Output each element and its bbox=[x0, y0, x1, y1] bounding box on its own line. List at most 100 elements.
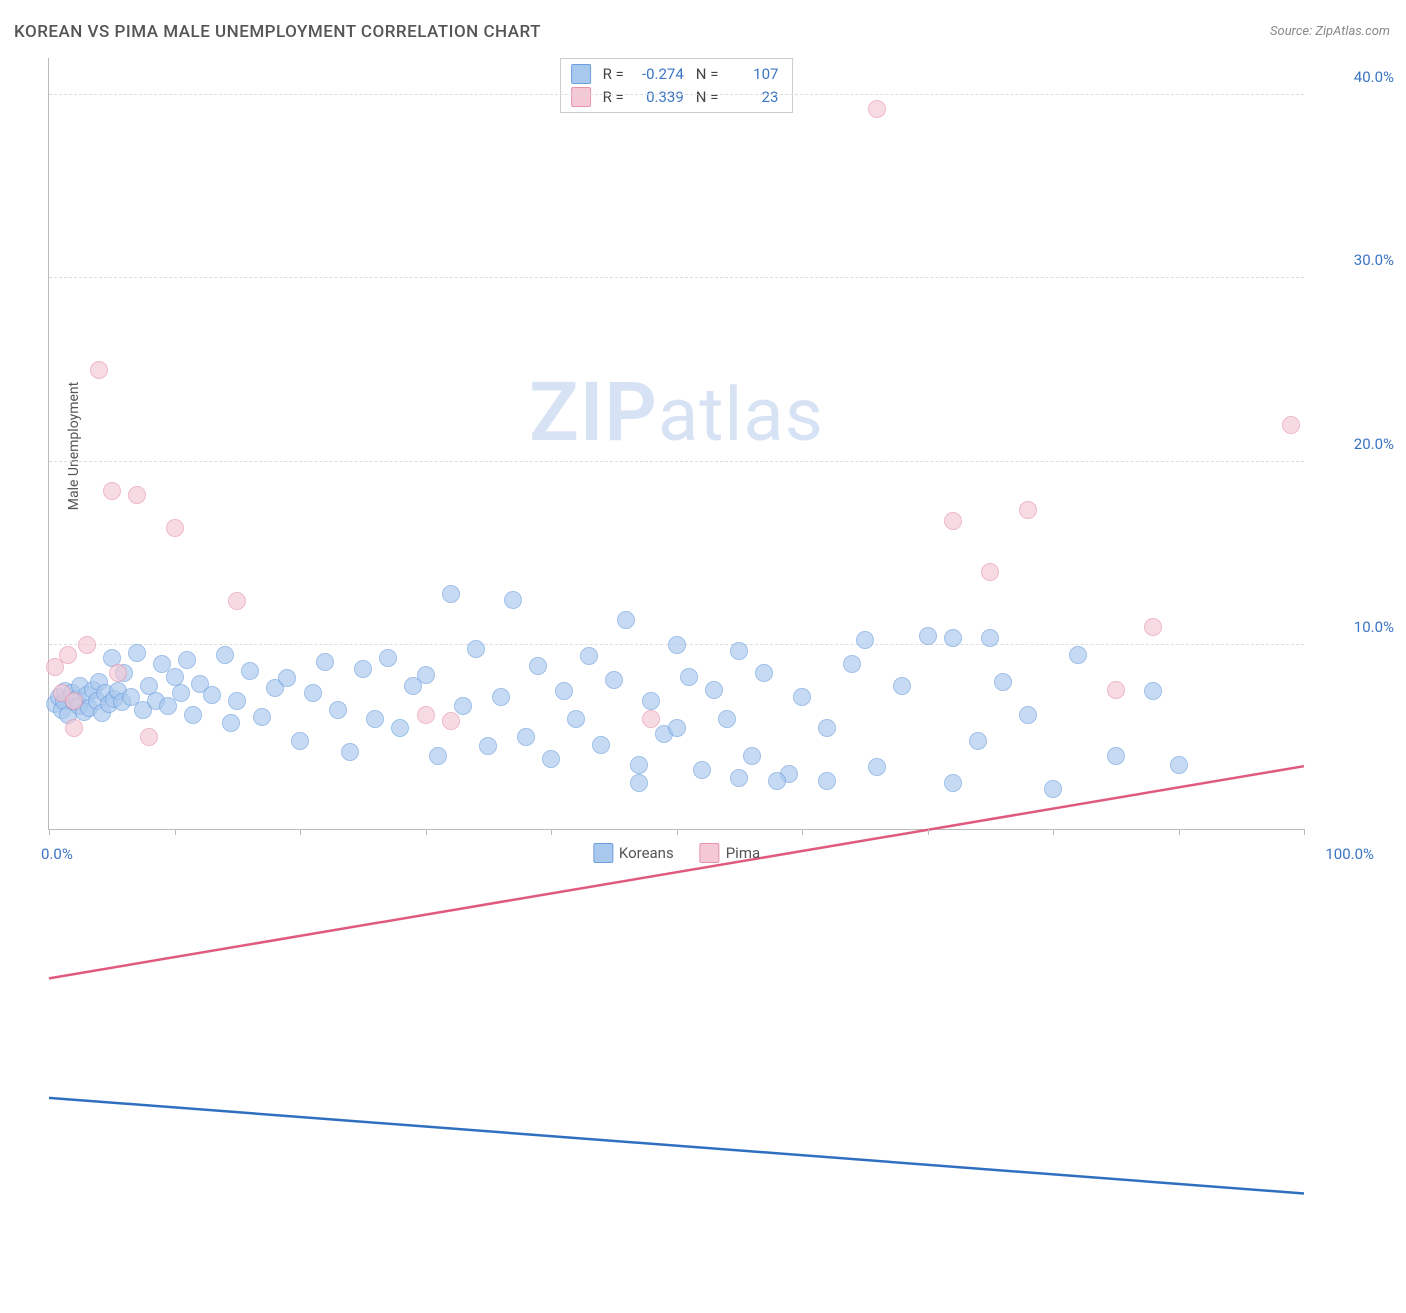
data-point bbox=[172, 684, 190, 702]
data-point bbox=[529, 657, 547, 675]
gridline bbox=[49, 277, 1304, 278]
data-point bbox=[417, 666, 435, 684]
data-point bbox=[166, 519, 184, 537]
data-point bbox=[216, 646, 234, 664]
data-point bbox=[59, 646, 77, 664]
r-value-pima: 0.339 bbox=[632, 86, 684, 109]
data-point bbox=[222, 714, 240, 732]
data-point bbox=[1170, 756, 1188, 774]
data-point bbox=[103, 482, 121, 500]
x-tick bbox=[426, 829, 427, 835]
legend-item-pima: Pima bbox=[700, 843, 760, 863]
data-point bbox=[693, 761, 711, 779]
y-tick-label: 20.0% bbox=[1314, 435, 1394, 453]
data-point bbox=[228, 692, 246, 710]
data-point bbox=[605, 671, 623, 689]
data-point bbox=[504, 591, 522, 609]
data-point bbox=[818, 772, 836, 790]
gridline bbox=[49, 94, 1304, 95]
data-point bbox=[90, 361, 108, 379]
data-point bbox=[868, 100, 886, 118]
legend-stats-row-pima: R = 0.339 N = 23 bbox=[571, 86, 779, 109]
data-point bbox=[492, 688, 510, 706]
data-point bbox=[329, 701, 347, 719]
data-point bbox=[580, 647, 598, 665]
data-point bbox=[969, 732, 987, 750]
data-point bbox=[1107, 747, 1125, 765]
data-point bbox=[818, 719, 836, 737]
y-tick-label: 40.0% bbox=[1314, 68, 1394, 86]
data-point bbox=[1044, 780, 1062, 798]
plot-area: ZIPatlas R = -0.274 N = 107 R = 0.339 N … bbox=[48, 58, 1304, 830]
data-point bbox=[642, 710, 660, 728]
data-point bbox=[705, 681, 723, 699]
data-point bbox=[467, 640, 485, 658]
x-tick bbox=[802, 829, 803, 835]
data-point bbox=[755, 664, 773, 682]
data-point bbox=[1019, 501, 1037, 519]
n-value-pima: 23 bbox=[726, 86, 778, 109]
x-axis-max-label: 100.0% bbox=[1325, 845, 1374, 863]
data-point bbox=[944, 629, 962, 647]
data-point bbox=[178, 651, 196, 669]
n-label: N = bbox=[696, 86, 719, 109]
data-point bbox=[454, 697, 472, 715]
data-point bbox=[78, 636, 96, 654]
x-tick bbox=[928, 829, 929, 835]
data-point bbox=[379, 649, 397, 667]
data-point bbox=[668, 719, 686, 737]
data-point bbox=[1069, 646, 1087, 664]
data-point bbox=[743, 747, 761, 765]
data-point bbox=[184, 706, 202, 724]
x-tick bbox=[677, 829, 678, 835]
data-point bbox=[893, 677, 911, 695]
legend-swatch-koreans bbox=[571, 64, 591, 84]
n-label: N = bbox=[696, 63, 719, 86]
data-point bbox=[316, 653, 334, 671]
data-point bbox=[768, 772, 786, 790]
legend-stats-row-koreans: R = -0.274 N = 107 bbox=[571, 63, 779, 86]
legend-label-koreans: Koreans bbox=[619, 844, 674, 862]
data-point bbox=[341, 743, 359, 761]
legend-swatch-koreans bbox=[593, 843, 613, 863]
data-point bbox=[592, 736, 610, 754]
legend-item-koreans: Koreans bbox=[593, 843, 674, 863]
legend-series: Koreans Pima bbox=[593, 843, 760, 863]
data-point bbox=[868, 758, 886, 776]
data-point bbox=[944, 774, 962, 792]
data-point bbox=[278, 669, 296, 687]
data-point bbox=[517, 728, 535, 746]
data-point bbox=[65, 692, 83, 710]
legend-stats: R = -0.274 N = 107 R = 0.339 N = 23 bbox=[560, 58, 794, 113]
data-point bbox=[680, 668, 698, 686]
data-point bbox=[1107, 681, 1125, 699]
data-point bbox=[730, 769, 748, 787]
data-point bbox=[128, 486, 146, 504]
data-point bbox=[1019, 706, 1037, 724]
chart-container: KOREAN VS PIMA MALE UNEMPLOYMENT CORRELA… bbox=[0, 0, 1406, 892]
x-tick bbox=[49, 829, 50, 835]
gridline bbox=[49, 461, 1304, 462]
data-point bbox=[203, 686, 221, 704]
data-point bbox=[253, 708, 271, 726]
data-point bbox=[304, 684, 322, 702]
data-point bbox=[856, 631, 874, 649]
r-value-koreans: -0.274 bbox=[632, 63, 684, 86]
x-tick bbox=[1179, 829, 1180, 835]
y-tick-label: 30.0% bbox=[1314, 251, 1394, 269]
source-attribution: Source: ZipAtlas.com bbox=[1270, 24, 1390, 39]
data-point bbox=[429, 747, 447, 765]
data-point bbox=[479, 737, 497, 755]
data-point bbox=[994, 673, 1012, 691]
data-point bbox=[442, 585, 460, 603]
data-point bbox=[981, 629, 999, 647]
x-tick bbox=[551, 829, 552, 835]
data-point bbox=[668, 636, 686, 654]
data-point bbox=[718, 710, 736, 728]
data-point bbox=[542, 750, 560, 768]
x-tick bbox=[175, 829, 176, 835]
trend-line bbox=[49, 1098, 1304, 1194]
r-label: R = bbox=[603, 63, 624, 86]
watermark-atlas: atlas bbox=[658, 372, 824, 459]
data-point bbox=[630, 756, 648, 774]
